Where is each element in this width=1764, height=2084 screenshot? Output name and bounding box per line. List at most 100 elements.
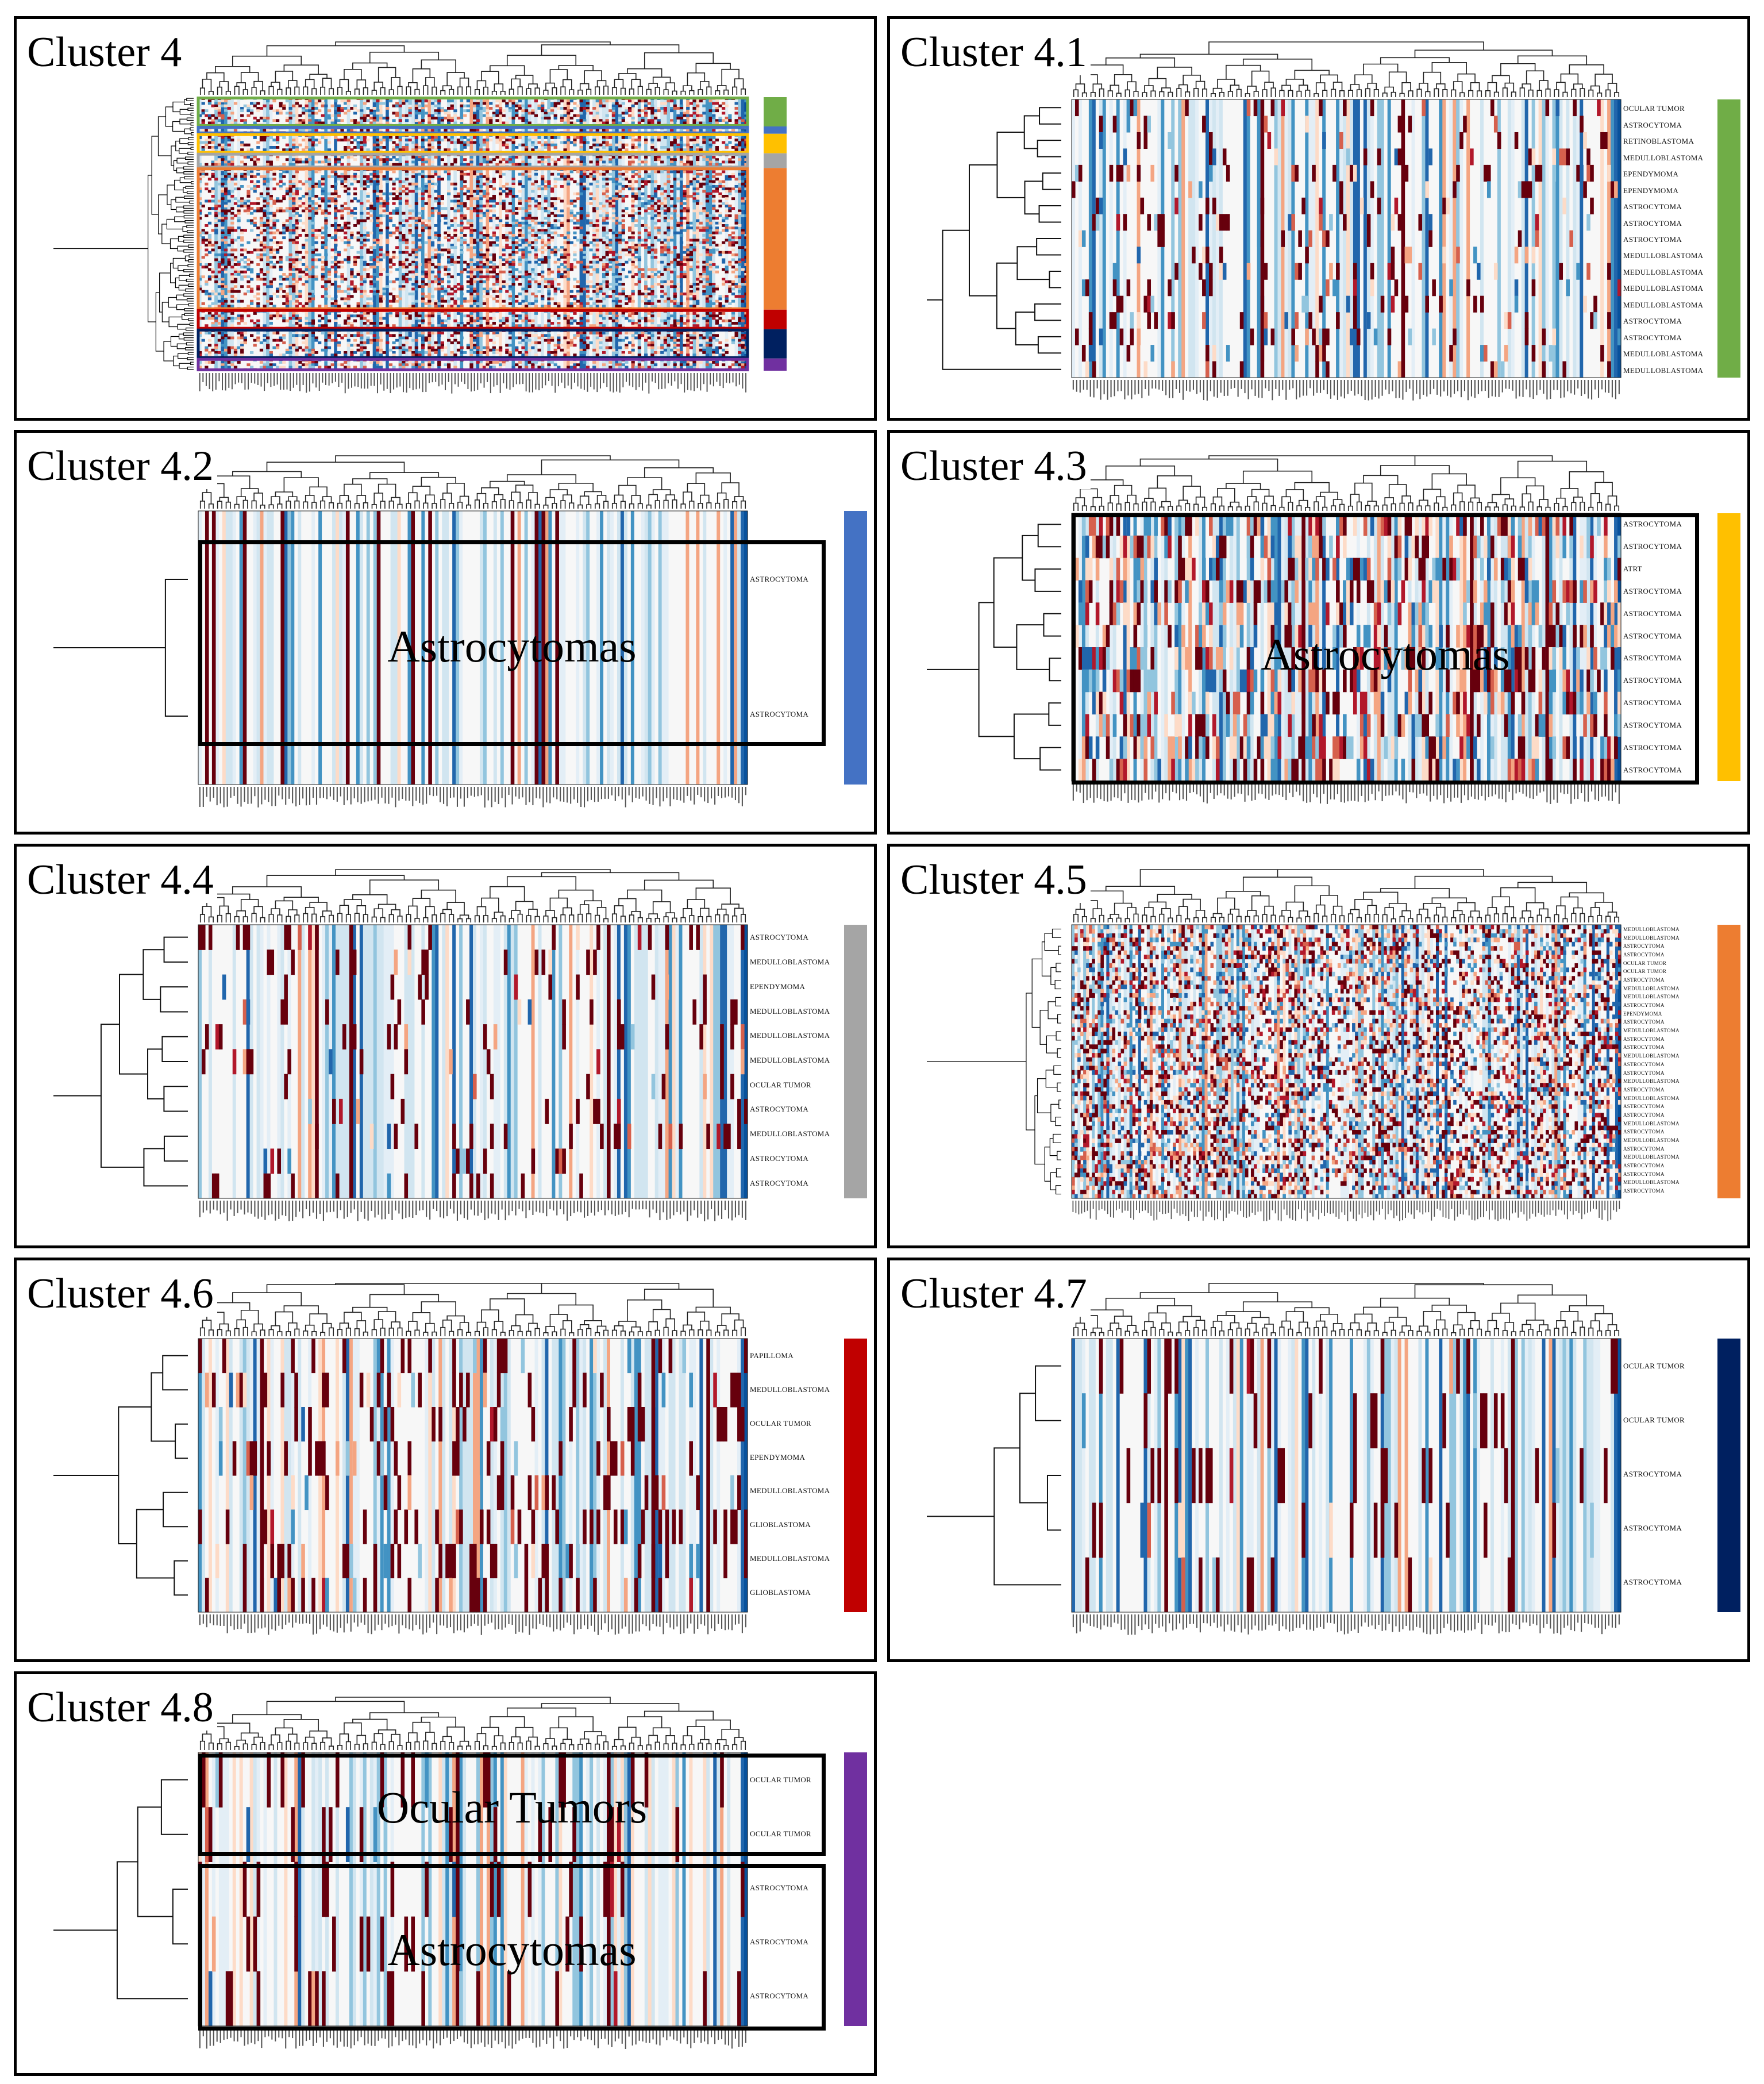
heatmap-cell	[502, 258, 506, 262]
heatmap-cell	[460, 141, 464, 144]
heatmap-cell	[337, 229, 341, 232]
heatmap-cell	[334, 199, 338, 203]
heatmap-cell	[376, 109, 380, 113]
heatmap-cell	[366, 217, 370, 220]
heatmap-cell	[221, 217, 225, 220]
heatmap-cell	[576, 158, 580, 162]
heatmap-cell	[599, 285, 603, 289]
heatmap-cell	[275, 314, 280, 318]
heatmap-cell	[334, 217, 338, 220]
heatmap-cell	[249, 268, 254, 271]
heatmap-cell	[201, 109, 205, 113]
heatmap-cell	[350, 107, 354, 110]
heatmap-cell	[269, 178, 273, 181]
heatmap-cell	[224, 175, 228, 178]
heatmap-cell	[492, 346, 496, 349]
heatmap-cell	[495, 119, 499, 122]
heatmap-cell	[301, 263, 306, 266]
heatmap-cell	[285, 285, 290, 289]
heatmap-cell	[230, 305, 234, 308]
heatmap-cell	[518, 143, 522, 147]
heatmap-cell	[353, 172, 357, 176]
heatmap-cell	[249, 180, 254, 183]
heatmap-cell	[382, 290, 386, 293]
heatmap-cell	[327, 268, 332, 271]
heatmap-cell	[424, 266, 428, 269]
heatmap-cell	[557, 283, 561, 286]
heatmap-cell	[366, 263, 370, 266]
heatmap-cell	[292, 312, 296, 315]
heatmap-cell	[411, 251, 415, 254]
heatmap-cell	[356, 180, 360, 183]
heatmap-cell	[263, 119, 267, 122]
heatmap-cell	[583, 302, 587, 305]
heatmap-cell	[550, 251, 554, 254]
heatmap-cell	[486, 139, 490, 142]
heatmap-cell	[334, 339, 338, 342]
heatmap-cell	[440, 295, 444, 298]
heatmap-cell	[217, 293, 221, 295]
heatmap-cell	[544, 111, 548, 115]
heatmap-cell	[282, 236, 286, 240]
heatmap-cell	[498, 172, 503, 176]
heatmap-cell	[576, 293, 580, 295]
heatmap-cell	[240, 229, 244, 232]
heatmap-cell	[337, 344, 341, 347]
heatmap-cell	[541, 295, 545, 298]
heatmap-cell	[295, 317, 299, 320]
heatmap-cell	[592, 324, 596, 328]
heatmap-cell	[314, 248, 318, 252]
heatmap-cell	[311, 334, 315, 337]
heatmap-cell	[586, 366, 590, 369]
heatmap-cell	[518, 336, 522, 340]
heatmap-cell	[421, 344, 425, 347]
heatmap-cell	[237, 187, 241, 191]
heatmap-cell	[366, 341, 370, 344]
heatmap-cell	[402, 148, 406, 152]
heatmap-cell	[408, 334, 412, 337]
heatmap-cell	[502, 270, 506, 274]
heatmap-cell	[434, 256, 438, 259]
heatmap-cell	[207, 114, 212, 117]
heatmap-cell	[395, 207, 399, 210]
heatmap-cell	[411, 234, 415, 237]
heatmap-cell	[547, 214, 551, 217]
heatmap-cell	[282, 148, 286, 152]
heatmap-cell	[233, 290, 238, 293]
heatmap-cell	[321, 244, 325, 247]
heatmap-cell	[531, 346, 535, 349]
heatmap-cell	[369, 263, 373, 266]
heatmap-cell	[489, 102, 493, 105]
heatmap-cell	[217, 219, 221, 222]
heatmap-cell	[444, 163, 448, 166]
heatmap-cell	[411, 283, 415, 286]
heatmap-cell	[518, 190, 522, 193]
heatmap-cell	[259, 241, 264, 244]
heatmap-cell	[221, 104, 225, 107]
heatmap-cell	[515, 268, 519, 271]
heatmap-cell	[295, 212, 299, 215]
heatmap-cell	[398, 260, 402, 264]
heatmap-cell	[353, 192, 357, 195]
heatmap-cell	[586, 302, 590, 305]
heatmap-cell	[492, 244, 496, 247]
heatmap-cell	[434, 305, 438, 308]
heatmap-cell	[372, 244, 376, 247]
heatmap-cell	[427, 175, 432, 178]
heatmap-column	[430, 97, 435, 371]
heatmap-cell	[414, 217, 418, 220]
heatmap-cell	[492, 241, 496, 244]
heatmap-cell	[392, 253, 396, 256]
heatmap-cell	[405, 172, 409, 176]
heatmap-cell	[411, 366, 415, 369]
heatmap-cell	[595, 268, 599, 271]
heatmap-cell	[230, 239, 234, 242]
heatmap-cell	[324, 312, 328, 315]
heatmap-cell	[205, 346, 209, 349]
heatmap-cell	[340, 239, 344, 242]
heatmap-cell	[541, 251, 545, 254]
heatmap-cell	[476, 293, 480, 295]
heatmap-cell	[502, 109, 506, 113]
heatmap-cell	[405, 160, 409, 164]
heatmap-cell	[537, 156, 541, 159]
